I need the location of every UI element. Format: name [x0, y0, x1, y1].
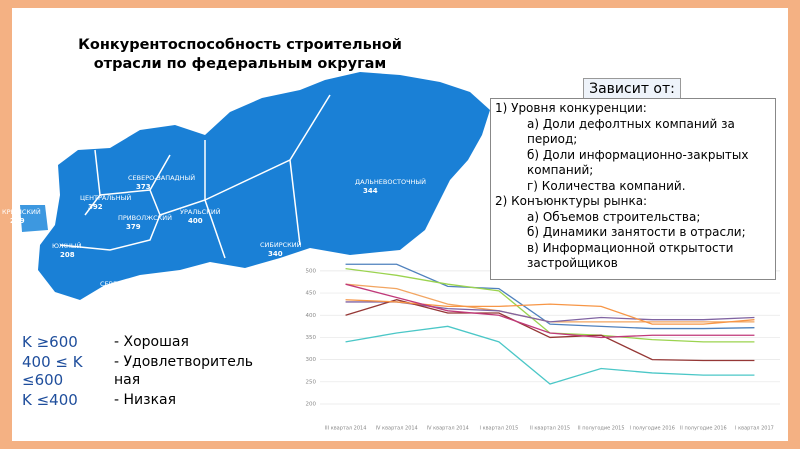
- region-name: СЕВЕРО-ЗАПАДНЫЙ: [128, 173, 195, 182]
- region-name: СЕВЕРО-КАВКАЗСКИЙ: [100, 279, 174, 288]
- region-name: СИБИРСКИЙ: [260, 240, 302, 249]
- x-tick-label: I полугодие 2016: [630, 426, 675, 432]
- factors-box: 1) Уровня конкуренции: а) Доли дефолтных …: [490, 98, 776, 280]
- legend: K ≥600 - Хорошая 400 ≤ K ≤600 - Удовлетвори…: [22, 333, 256, 409]
- y-tick-label: 450: [306, 291, 317, 297]
- y-tick-label: 350: [306, 335, 317, 341]
- russia-map: [20, 72, 490, 300]
- group-heading: 1) Уровня конкуренции:: [495, 101, 647, 115]
- line-chart: 200 250 300 350 400 450 500 III квартал 2014 IV …: [295, 260, 785, 436]
- legend-label: - Хорошая: [114, 334, 189, 350]
- x-tick-label: II полугодие 2016: [680, 426, 727, 432]
- chart-background: [295, 260, 785, 436]
- slide-title: отрасли по федеральным округам: [94, 56, 387, 72]
- region-score: 340: [268, 250, 283, 258]
- y-tick-label: 300: [306, 357, 317, 363]
- region-name: ЦЕНТРАЛЬНЫЙ: [80, 193, 131, 202]
- region-score: 373: [136, 183, 151, 191]
- region-name: ДАЛЬНЕВОСТОЧНЫЙ: [355, 177, 426, 186]
- y-tick-label: 400: [306, 313, 317, 319]
- region-name: ПРИВОЛЖСКИЙ: [118, 213, 172, 222]
- group-item: а) Объемов строительства;: [527, 209, 701, 224]
- region-score: 392: [88, 203, 103, 211]
- legend-range: K ≤400: [22, 391, 78, 409]
- x-tick-label: II полугодие 2015: [578, 426, 625, 432]
- region-score: 209: [10, 217, 25, 225]
- legend-label: - Низкая: [114, 392, 177, 408]
- legend-label: - Удовлетворительная: [114, 354, 254, 388]
- group-item: г) Количества компаний.: [527, 178, 686, 193]
- x-tick-label: II квартал 2015: [530, 426, 570, 432]
- region-score: 270: [108, 289, 123, 297]
- x-tick-label: I квартал 2017: [735, 426, 774, 432]
- map-shape: [38, 72, 490, 300]
- slide-title: Конкурентоспособность строительной: [78, 37, 402, 53]
- x-tick-label: I квартал 2015: [480, 426, 519, 432]
- x-tick-label: III квартал 2014: [325, 426, 367, 432]
- group-heading: 2) Конъюнктуры рынка:: [495, 194, 648, 208]
- series-line: [345, 325, 755, 385]
- series-line: [345, 283, 755, 339]
- map-crimea: [20, 205, 48, 232]
- y-tick-label: 200: [306, 402, 317, 408]
- region-name: КРЫМСКИЙ: [2, 207, 41, 216]
- region-name: УРАЛЬСКИЙ: [180, 207, 221, 216]
- y-tick-label: 250: [306, 379, 317, 385]
- y-tick-label: 500: [306, 268, 317, 274]
- region-score: 400: [188, 217, 203, 225]
- legend-range: 400 ≤ K ≤600: [22, 353, 83, 389]
- series-line: [345, 299, 755, 362]
- region-score: 208: [60, 251, 75, 259]
- group-item: б) Динамики занятости в отрасли;: [527, 225, 746, 239]
- legend-range: K ≥600: [22, 333, 78, 351]
- region-score: 344: [363, 187, 378, 195]
- series-line: [345, 299, 755, 325]
- group-item: в) Информационной открытости застройщико…: [527, 240, 734, 271]
- series-line: [345, 263, 755, 330]
- group-item: а) Доли дефолтных компаний за период;: [527, 116, 735, 147]
- map-borders: [59, 94, 331, 259]
- x-tick-label: IV квартал 2014: [376, 426, 418, 432]
- region-name: ЮЖНЫЙ: [52, 241, 82, 250]
- region-score: 379: [126, 223, 141, 231]
- group-item: б) Доли информационно-закрытых компаний;: [527, 147, 749, 178]
- x-tick-label: IV квартал 2014: [427, 426, 469, 432]
